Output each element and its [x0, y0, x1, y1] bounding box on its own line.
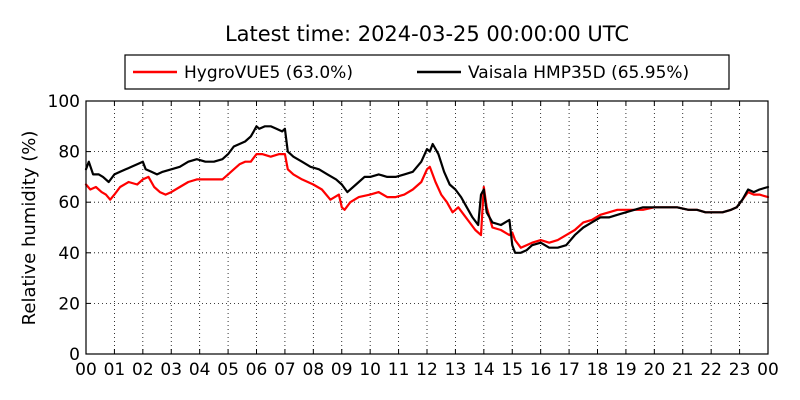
x-tick-label: 00 — [75, 360, 97, 380]
x-tick-label: 02 — [132, 360, 154, 380]
y-tick-label: 0 — [69, 345, 80, 365]
y-tick-label: 20 — [58, 294, 80, 314]
x-tick-label: 16 — [530, 360, 552, 380]
x-tick-label: 17 — [558, 360, 580, 380]
x-tick-label: 12 — [416, 360, 438, 380]
x-tick-label: 09 — [331, 360, 353, 380]
y-tick-label: 100 — [48, 92, 80, 112]
legend: HygroVUE5 (63.0%) Vaisala HMP35D (65.95%… — [124, 54, 730, 90]
plot-frame — [85, 100, 769, 355]
legend-label-vaisala: Vaisala HMP35D (65.95%) — [468, 63, 689, 83]
x-tick-label: 23 — [729, 360, 751, 380]
x-tick-label: 10 — [359, 360, 381, 380]
legend-label-hygrovue5: HygroVUE5 (63.0%) — [184, 63, 353, 83]
x-tick-label: 20 — [644, 360, 666, 380]
x-tick-label: 19 — [615, 360, 637, 380]
x-tick-label: 15 — [501, 360, 523, 380]
y-tick-label: 40 — [58, 244, 80, 264]
series-layer — [84, 125, 770, 254]
chart-title: Latest time: 2024-03-25 00:00:00 UTC — [225, 22, 629, 46]
grid — [86, 101, 768, 354]
x-tick-label: 05 — [217, 360, 239, 380]
x-tick-label: 21 — [672, 360, 694, 380]
x-tick-label: 04 — [189, 360, 211, 380]
series-line-vaisala-hmp35d — [84, 125, 770, 254]
x-tick-label: 07 — [274, 360, 296, 380]
x-tick-label: 22 — [700, 360, 722, 380]
y-tick-label: 80 — [58, 143, 80, 163]
x-tick-label: 13 — [445, 360, 467, 380]
x-tick-label: 00 — [757, 360, 779, 380]
x-tick-label: 03 — [160, 360, 182, 380]
x-tick-label: 08 — [303, 360, 325, 380]
ticks: 00 01 02 03 04 05 06 07 08 09 10 11 12 13 14 15 16 17 18 19… — [48, 92, 779, 380]
x-tick-label: 14 — [473, 360, 495, 380]
x-tick-label: 11 — [388, 360, 410, 380]
y-axis-label: Relative humidity (%) — [19, 131, 40, 326]
y-tick-label: 60 — [58, 193, 80, 213]
x-tick-label: 06 — [246, 360, 268, 380]
x-tick-label: 18 — [587, 360, 609, 380]
x-tick-label: 01 — [104, 360, 126, 380]
